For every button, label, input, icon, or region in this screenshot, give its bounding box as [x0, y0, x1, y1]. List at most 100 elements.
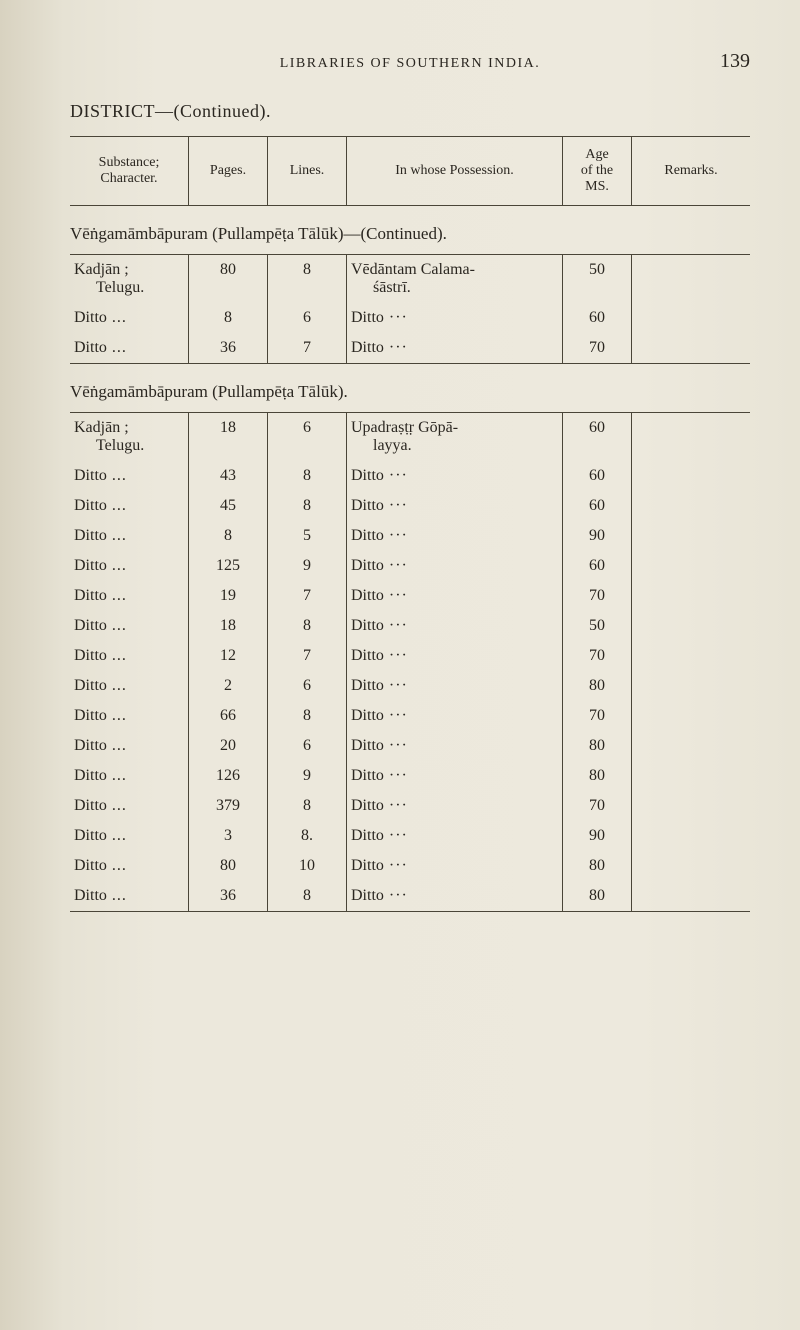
text: Ditto: [74, 827, 127, 844]
cell-age: 60: [563, 413, 632, 462]
cell-substance: Ditto: [70, 581, 189, 611]
table-row: Ditto1259Ditto60: [70, 551, 750, 581]
section1-title: Vēṅgamāmbāpuram (Pullampēṭa Tālūk)—(Cont…: [70, 224, 750, 244]
cell-age: 70: [563, 701, 632, 731]
text: Ditto: [351, 647, 408, 664]
cell-pages: 125: [189, 551, 268, 581]
cell-age: 70: [563, 333, 632, 364]
table-row: Ditto85Ditto90: [70, 521, 750, 551]
cell-lines: 8: [268, 701, 347, 731]
text: Ditto: [351, 309, 408, 326]
text: Ditto: [351, 827, 408, 844]
text: layya.: [351, 437, 412, 454]
text: Kadjān ;: [74, 419, 129, 436]
text: Ditto: [74, 737, 127, 754]
cell-substance: Ditto: [70, 641, 189, 671]
cell-lines: 8: [268, 255, 347, 304]
cell-age: 60: [563, 303, 632, 333]
cell-substance: Ditto: [70, 303, 189, 333]
table-row: Ditto127Ditto70: [70, 641, 750, 671]
cell-substance: Ditto: [70, 551, 189, 581]
cell-remarks: [632, 303, 751, 333]
cell-lines: 6: [268, 413, 347, 462]
cell-pages: 80: [189, 851, 268, 881]
text: Upadraṣṭṛ Gōpā-: [351, 419, 458, 436]
cell-lines: 7: [268, 641, 347, 671]
text: Ditto: [351, 887, 408, 904]
cell-age: 60: [563, 461, 632, 491]
cell-substance: Ditto: [70, 611, 189, 641]
cell-age: 50: [563, 255, 632, 304]
text: Ditto: [74, 797, 127, 814]
cell-pages: 20: [189, 731, 268, 761]
text: Ditto: [351, 467, 408, 484]
cell-possession: Ditto: [347, 461, 563, 491]
cell-pages: 8: [189, 521, 268, 551]
cell-possession: Upadraṣṭṛ Gōpā-layya.: [347, 413, 563, 462]
table-row: Ditto197Ditto70: [70, 581, 750, 611]
cell-lines: 8: [268, 881, 347, 912]
cell-possession: Ditto: [347, 521, 563, 551]
cell-substance: Kadjān ;Telugu.: [70, 413, 189, 462]
cell-remarks: [632, 551, 751, 581]
cell-lines: 9: [268, 551, 347, 581]
cell-remarks: [632, 333, 751, 364]
text: Ditto: [74, 467, 127, 484]
cell-possession: Ditto: [347, 581, 563, 611]
text: Ditto: [351, 339, 408, 356]
table-row: Kadjān ;Telugu.186Upadraṣṭṛ Gōpā-layya.6…: [70, 413, 750, 462]
text: Ditto: [351, 767, 408, 784]
cell-possession: Ditto: [347, 671, 563, 701]
cell-possession: Ditto: [347, 731, 563, 761]
cell-lines: 6: [268, 303, 347, 333]
text: Ditto: [74, 677, 127, 694]
text: Ditto: [351, 797, 408, 814]
text: Telugu.: [74, 279, 144, 296]
table-row: Ditto26Ditto80: [70, 671, 750, 701]
table-row: Ditto 36 7 Ditto 70: [70, 333, 750, 364]
text: Telugu.: [74, 437, 144, 454]
cell-substance: Ditto: [70, 731, 189, 761]
cell-substance: Ditto: [70, 791, 189, 821]
cell-possession: Ditto: [347, 851, 563, 881]
cell-possession: Ditto: [347, 303, 563, 333]
running-title: LIBRARIES OF SOUTHERN INDIA.: [120, 56, 700, 72]
text: Ditto: [74, 557, 127, 574]
cell-remarks: [632, 671, 751, 701]
cell-pages: 379: [189, 791, 268, 821]
text: Ditto: [74, 309, 127, 326]
cell-possession: Ditto: [347, 641, 563, 671]
cell-possession: Vēdāntam Calama- śāstrī.: [347, 255, 563, 304]
cell-possession: Ditto: [347, 491, 563, 521]
cell-age: 80: [563, 761, 632, 791]
cell-substance: Ditto: [70, 761, 189, 791]
cell-lines: 8: [268, 461, 347, 491]
text: Ditto: [74, 647, 127, 664]
cell-pages: 36: [189, 333, 268, 364]
cell-substance: Ditto: [70, 881, 189, 912]
cell-remarks: [632, 521, 751, 551]
cell-age: 80: [563, 731, 632, 761]
cell-pages: 8: [189, 303, 268, 333]
text: Vēdāntam Calama-: [351, 261, 475, 278]
cell-substance: Ditto: [70, 461, 189, 491]
section2-title: Vēṅgamāmbāpuram (Pullampēṭa Tālūk).: [70, 382, 750, 402]
table-row: Ditto38.Ditto90: [70, 821, 750, 851]
table-row: Ditto368Ditto80: [70, 881, 750, 912]
cell-substance: Ditto: [70, 491, 189, 521]
cell-pages: 2: [189, 671, 268, 701]
cell-possession: Ditto: [347, 611, 563, 641]
col-age: Age of the MS.: [563, 137, 632, 206]
cell-possession: Ditto: [347, 701, 563, 731]
text: śāstrī.: [351, 279, 411, 296]
cell-age: 50: [563, 611, 632, 641]
cell-pages: 3: [189, 821, 268, 851]
cell-remarks: [632, 731, 751, 761]
cell-lines: 9: [268, 761, 347, 791]
cell-substance: Ditto: [70, 333, 189, 364]
cell-pages: 126: [189, 761, 268, 791]
cell-remarks: [632, 881, 751, 912]
table-row: Ditto3798Ditto70: [70, 791, 750, 821]
cell-lines: 10: [268, 851, 347, 881]
table-row: Ditto206Ditto80: [70, 731, 750, 761]
